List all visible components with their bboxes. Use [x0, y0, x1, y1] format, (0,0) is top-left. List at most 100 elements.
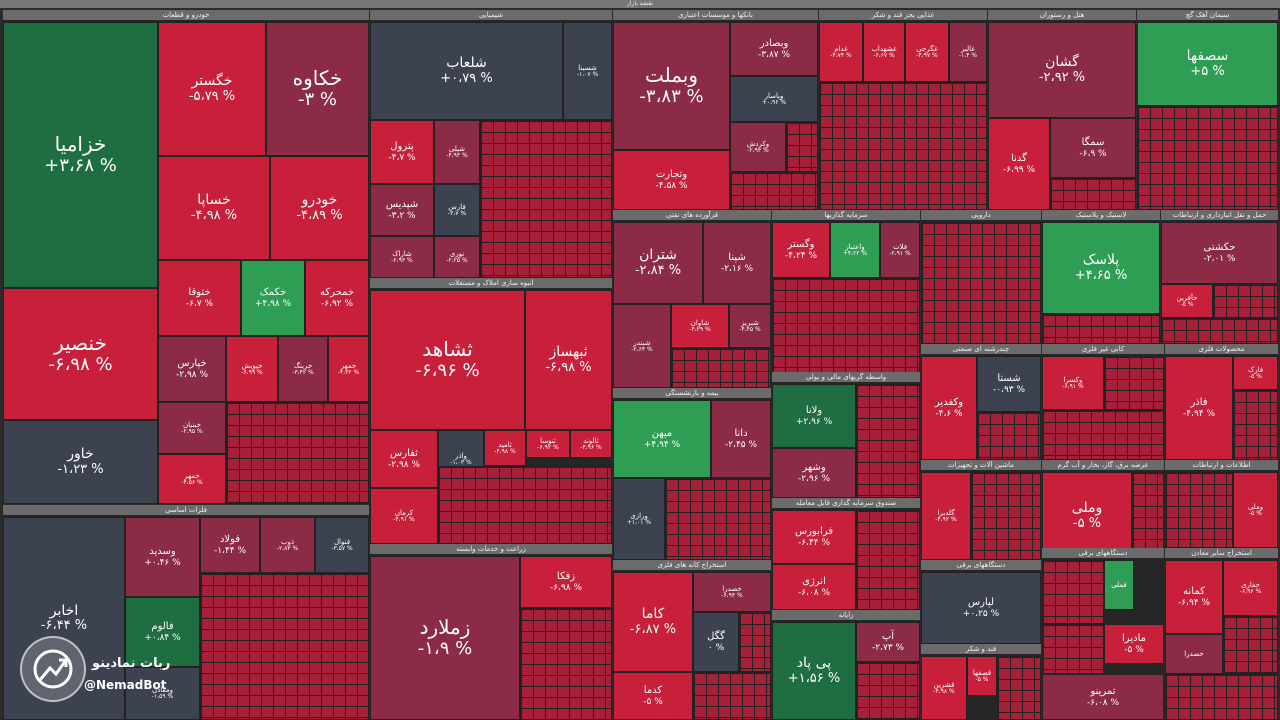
stock-tile[interactable]: خبنیان -۲،۹۵ %	[158, 402, 226, 454]
small-tiles-cluster	[226, 402, 369, 504]
stock-tile[interactable]: فلات -۲،۹۱ %	[880, 222, 920, 278]
stock-tile[interactable]: سصفها +۵ %	[1137, 22, 1278, 106]
stock-tile[interactable]: شتران -۲،۸۴ %	[613, 222, 703, 304]
stock-tile[interactable]: ذوب -۲،۸۳ %	[260, 517, 315, 573]
stock-tile[interactable]: خصدرا	[1165, 634, 1223, 674]
stock-tile[interactable]: ثنوسا -۶،۹۲ %	[526, 430, 570, 458]
stock-tile[interactable]: فارس -۳،۷ %	[434, 184, 480, 236]
stock-tile[interactable]: خمحرکه -۶،۹۲ %	[305, 260, 369, 336]
stock-tile[interactable]: ثالوند -۴،۹۶ %	[570, 430, 612, 458]
stock-tile[interactable]: غشهداب -۶،۶۷ %	[863, 22, 905, 82]
stock-tile[interactable]: ورازی +۱،۰۱ %	[613, 478, 665, 560]
section-header: رایانه	[772, 610, 920, 620]
stock-tile[interactable]: میهن +۴،۹۴ %	[613, 400, 711, 478]
stock-tile[interactable]: خاور -۱،۲۳ %	[3, 420, 158, 504]
stock-tile[interactable]: ثبهساز -۶،۹۸ %	[525, 290, 612, 430]
stock-tile[interactable]: زفکا -۶،۹۸ %	[520, 556, 612, 608]
stock-tile[interactable]: تمرینو -۶،۰۸ %	[1042, 674, 1164, 720]
stock-tile[interactable]: شاوان -۴،۲۹ %	[671, 304, 729, 348]
stock-tile[interactable]: وکسرا -۶،۹۱ %	[1042, 356, 1104, 410]
stock-tile[interactable]: خپویش -۶،۹۹ %	[226, 336, 278, 402]
stock-tile[interactable]: ثفارس -۲،۹۸ %	[370, 430, 438, 488]
stock-tile[interactable]: خکمک +۴،۹۸ %	[241, 260, 305, 336]
stock-tile[interactable]: خمهر -۴،۵۶ %	[158, 454, 226, 504]
stock-tile[interactable]: وشهر -۲،۹۶ %	[772, 448, 856, 498]
small-tiles-cluster	[1042, 410, 1164, 460]
stock-tile[interactable]: شستا -۰،۹۳ %	[977, 356, 1041, 412]
stock-tile[interactable]: فملی	[1104, 560, 1134, 610]
stock-tile[interactable]: قشرین -۴،۹۸ %	[921, 656, 967, 720]
stock-tile[interactable]: فاذر -۴،۹۴ %	[1165, 356, 1233, 460]
stock-tile[interactable]: حفاری -۶،۹۶ %	[1223, 560, 1278, 616]
stock-tile[interactable]: شبریز -۴،۴۵ %	[729, 304, 771, 348]
section-header: خودرو و قطعات	[3, 10, 369, 20]
stock-tile[interactable]: فرابورس -۶،۴۴ %	[772, 510, 856, 564]
stock-tile[interactable]: فولاد -۱،۴۴ %	[200, 517, 260, 573]
stock-tile[interactable]: حکشتی -۲،۰۱ %	[1161, 222, 1278, 284]
stock-tile[interactable]: وبصادر -۳،۸۷ %	[730, 22, 818, 76]
stock-tile[interactable]: کرمان -۴،۹۱ %	[370, 488, 438, 544]
small-tiles-cluster	[921, 222, 1041, 344]
stock-tile[interactable]: ولانا +۲،۹۶ %	[772, 384, 856, 448]
stock-tile[interactable]: پلاسک +۴،۶۵ %	[1042, 222, 1160, 314]
stock-tile[interactable]: وتجارت -۴،۵۸ %	[613, 150, 730, 210]
stock-tile[interactable]: حآفرین -۵ %	[1161, 284, 1213, 318]
stock-tile[interactable]: آپ -۲،۷۳ %	[856, 622, 920, 662]
stock-tile[interactable]: ماديرا -۵ %	[1104, 624, 1164, 664]
stock-tile[interactable]: شپدیس -۳،۲ %	[370, 184, 434, 236]
stock-tile[interactable]: خپارس -۲،۹۸ %	[158, 336, 226, 402]
stock-tile[interactable]: گلدیرا -۴،۹۲ %	[921, 472, 971, 560]
stock-tile[interactable]: خمهر -۴،۳۲ %	[328, 336, 369, 402]
section-header: عرضه برق، گاز، بخار و آب گرم	[1042, 460, 1164, 470]
stock-tile[interactable]: خودرو -۴،۸۹ %	[270, 156, 369, 260]
stock-tile[interactable]: دانا -۲،۴۵ %	[711, 400, 771, 478]
stock-tile[interactable]: شپنا -۲،۱۶ %	[703, 222, 771, 304]
stock-tile[interactable]: زملارد -۱،۹ %	[370, 556, 520, 720]
stock-tile[interactable]: گدنا -۶،۹۹ %	[988, 118, 1050, 210]
stock-tile[interactable]: قصفها -۵ %	[967, 656, 997, 696]
stock-tile[interactable]: فالوم +۰،۸۴ %	[125, 597, 200, 667]
stock-tile[interactable]: پترول -۴،۷ %	[370, 120, 434, 184]
stock-tile[interactable]: ختوقا -۶،۷ %	[158, 260, 241, 336]
stock-tile[interactable]: ثشاهد -۶،۹۶ %	[370, 290, 525, 430]
stock-tile[interactable]: غدام -۴،۷۴ %	[819, 22, 863, 82]
stock-tile[interactable]: وبملت -۳،۸۳ %	[613, 22, 730, 150]
stock-tile[interactable]: فارک -۵ %	[1233, 356, 1278, 390]
stock-tile[interactable]: انرژی -۶،۰۸ %	[772, 564, 856, 610]
stock-tile[interactable]: شاراک -۲،۹۳ %	[370, 236, 434, 278]
stock-tile[interactable]: وگستر -۴،۲۴ %	[772, 222, 830, 278]
stock-tile[interactable]: لپارس +۰،۲۵ %	[921, 572, 1041, 644]
stock-tile[interactable]: خزامیا +۳،۶۸ %	[3, 22, 158, 288]
stock-tile[interactable]: وسدید +۰،۴۶ %	[125, 517, 200, 597]
stock-tile[interactable]: گگل ۰ %	[693, 612, 739, 672]
stock-tile[interactable]: وکردش -۲،۹۳ %	[730, 122, 786, 172]
stock-tile[interactable]: شبندر -۲،۶۴ %	[613, 304, 671, 388]
stock-tile[interactable]: شلعاب +۰،۷۹ %	[370, 22, 563, 120]
stock-tile[interactable]: ثامید -۴،۹۸ %	[484, 430, 526, 466]
stock-tile[interactable]: خنصیر -۶،۹۸ %	[3, 288, 158, 420]
stock-tile[interactable]: غالبر -۱،۴ %	[949, 22, 987, 82]
stock-tile[interactable]: کاما -۶،۸۷ %	[613, 572, 693, 672]
stock-tile[interactable]: وپاسار +۰،۹۶ %	[730, 76, 818, 122]
stock-tile[interactable]: خگستر -۵،۷۹ %	[158, 22, 266, 156]
section-header: دستگاههای برقی	[1042, 548, 1164, 558]
stock-tile[interactable]: شپلی -۴،۹۴ %	[434, 120, 480, 184]
stock-tile[interactable]: خرینگ -۳،۴۲ %	[278, 336, 328, 402]
stock-tile[interactable]: کدما -۵ %	[613, 672, 693, 720]
stock-tile[interactable]: گشان -۲،۹۲ %	[988, 22, 1136, 118]
stock-tile[interactable]: سمگا -۶،۹ %	[1050, 118, 1136, 178]
stock-tile[interactable]: خصدرا -۶،۹۴ %	[693, 572, 771, 612]
stock-tile[interactable]: نوری -۲،۲۵ %	[434, 236, 480, 278]
stock-tile[interactable]: خکاوه -۳ %	[266, 22, 369, 156]
stock-tile[interactable]: وملی -۵ %	[1042, 472, 1132, 560]
stock-tile[interactable]: ومعادن -۱،۵۹ %	[125, 667, 200, 720]
stock-tile[interactable]: وکفدیر -۴،۶ %	[921, 356, 977, 460]
stock-tile[interactable]: خساپا -۴،۹۸ %	[158, 156, 270, 260]
stock-tile[interactable]: غگرجی -۴،۹۷ %	[905, 22, 949, 82]
stock-tile[interactable]: پی پاد +۱،۵۶ %	[772, 622, 856, 720]
stock-tile[interactable]: کمانه -۶،۹۴ %	[1165, 560, 1223, 634]
stock-tile[interactable]: واعتبار +۴،۲۲ %	[830, 222, 880, 278]
stock-tile[interactable]: وملی -۵ %	[1233, 472, 1278, 548]
stock-tile[interactable]: فنوال -۳،۵۷ %	[315, 517, 369, 573]
stock-tile[interactable]: شسینا -۱،۰۷ %	[563, 22, 612, 120]
